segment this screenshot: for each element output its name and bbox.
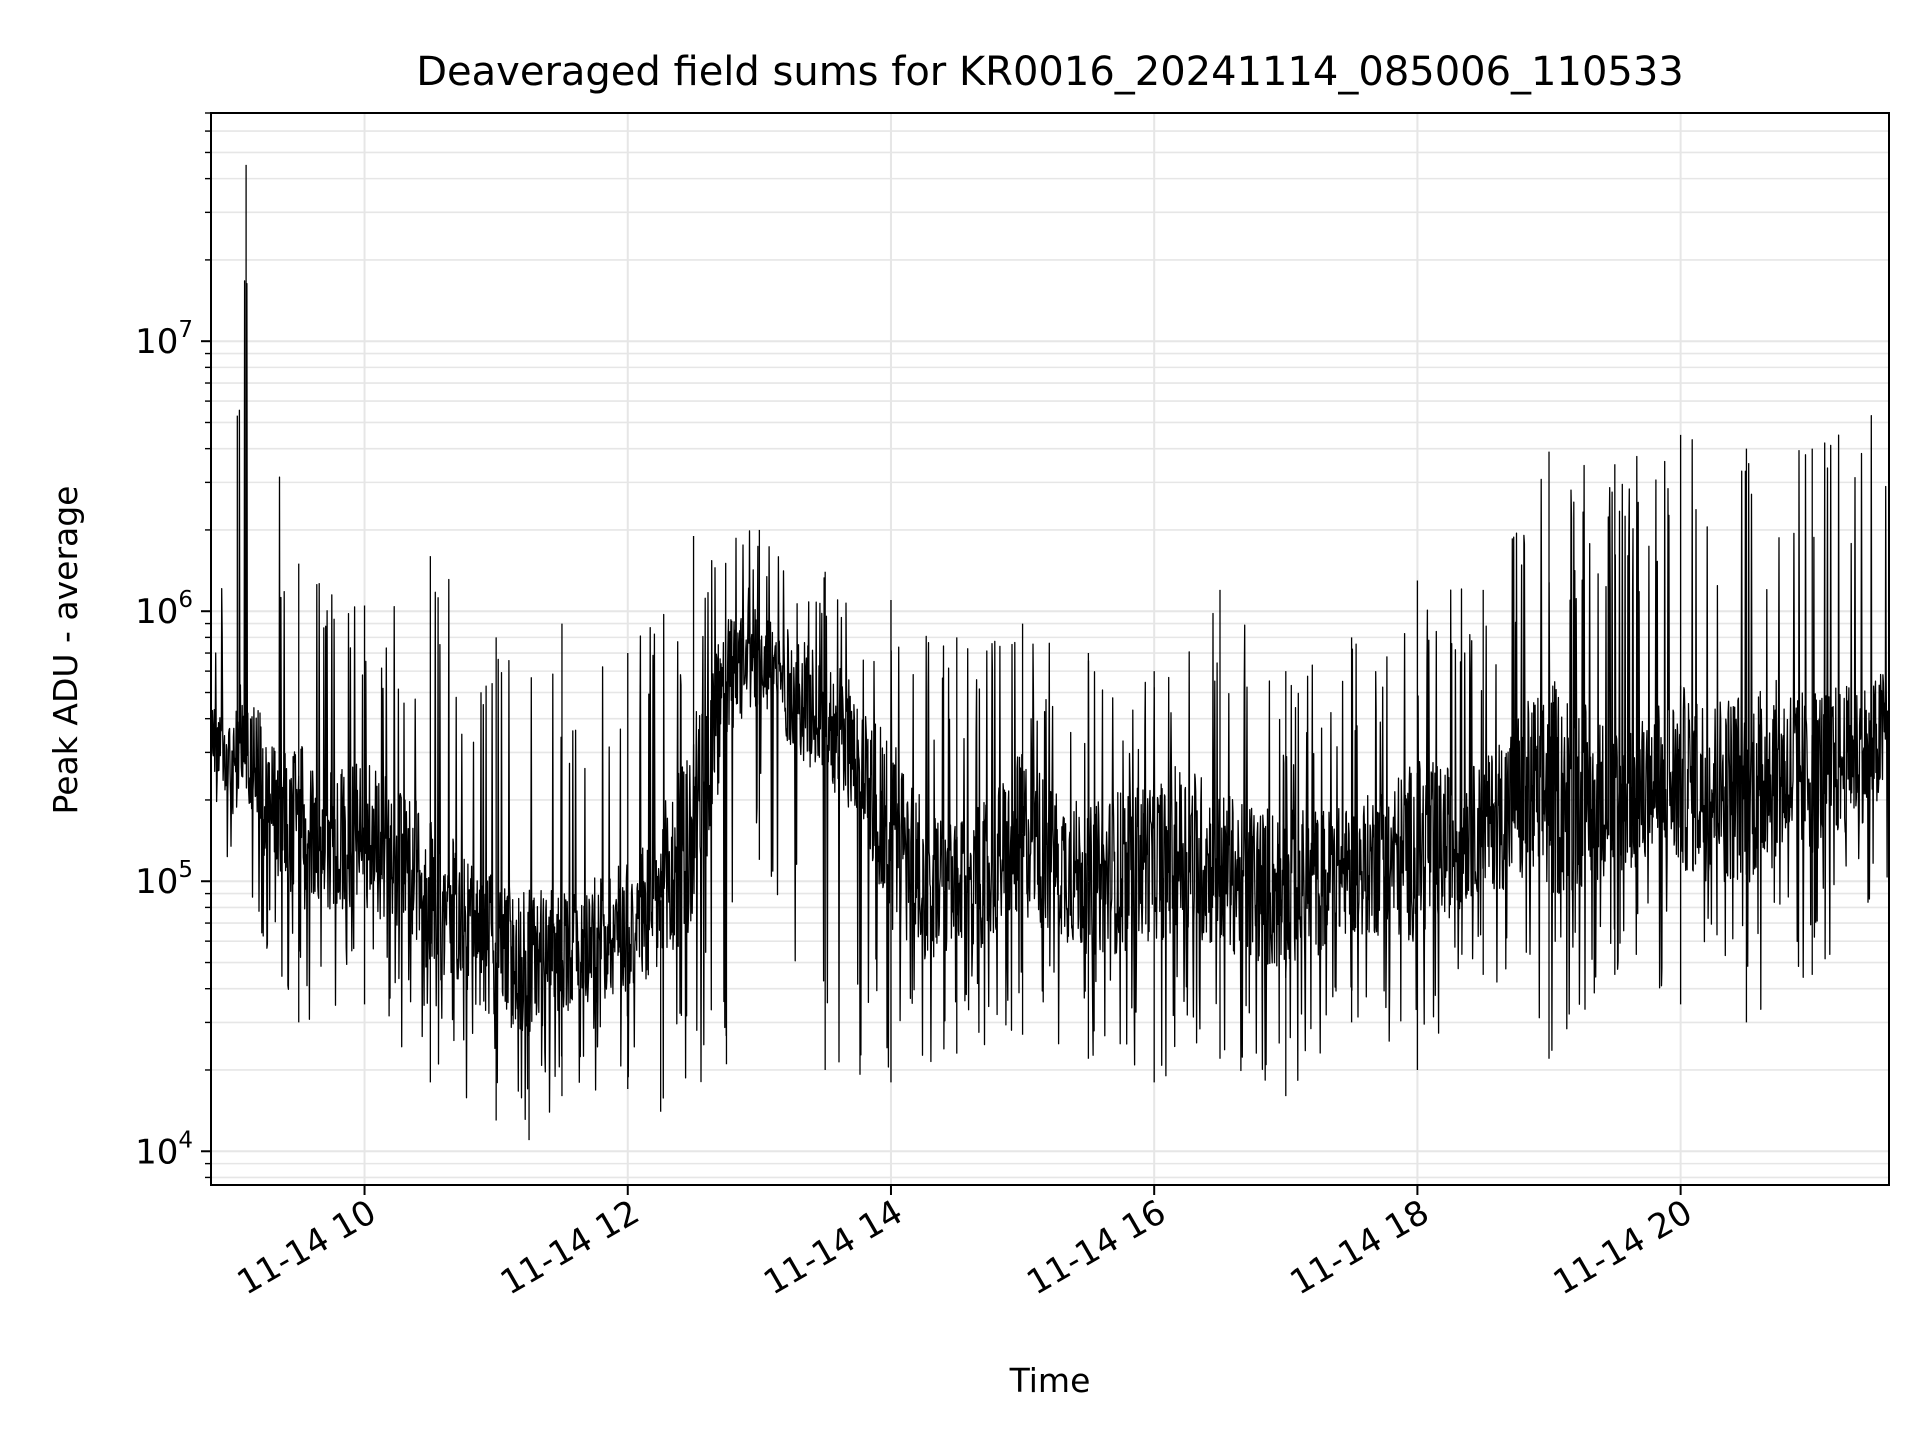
y-tick-exponent: 6 — [178, 587, 193, 613]
y-tick-label: 105 — [135, 857, 193, 902]
y-tick-base: 10 — [135, 862, 178, 902]
series-trace-texture — [210, 280, 1890, 1121]
y-tick-base: 10 — [135, 592, 178, 632]
y-tick-base: 10 — [135, 322, 178, 362]
y-tick-exponent: 7 — [178, 317, 193, 343]
y-tick-label: 106 — [135, 587, 193, 632]
y-tick-base: 10 — [135, 1132, 178, 1172]
y-tick-label: 104 — [135, 1127, 193, 1172]
y-tick-exponent: 5 — [178, 857, 193, 883]
chart-title: Deaveraged field sums for KR0016_2024111… — [416, 49, 1684, 95]
y-tick-label: 107 — [135, 317, 193, 362]
x-axis-label: Time — [1009, 1361, 1091, 1400]
y-axis-label: Peak ADU - average — [46, 486, 85, 815]
plot-area-frame — [210, 112, 1890, 1186]
y-tick-exponent: 4 — [178, 1127, 193, 1153]
